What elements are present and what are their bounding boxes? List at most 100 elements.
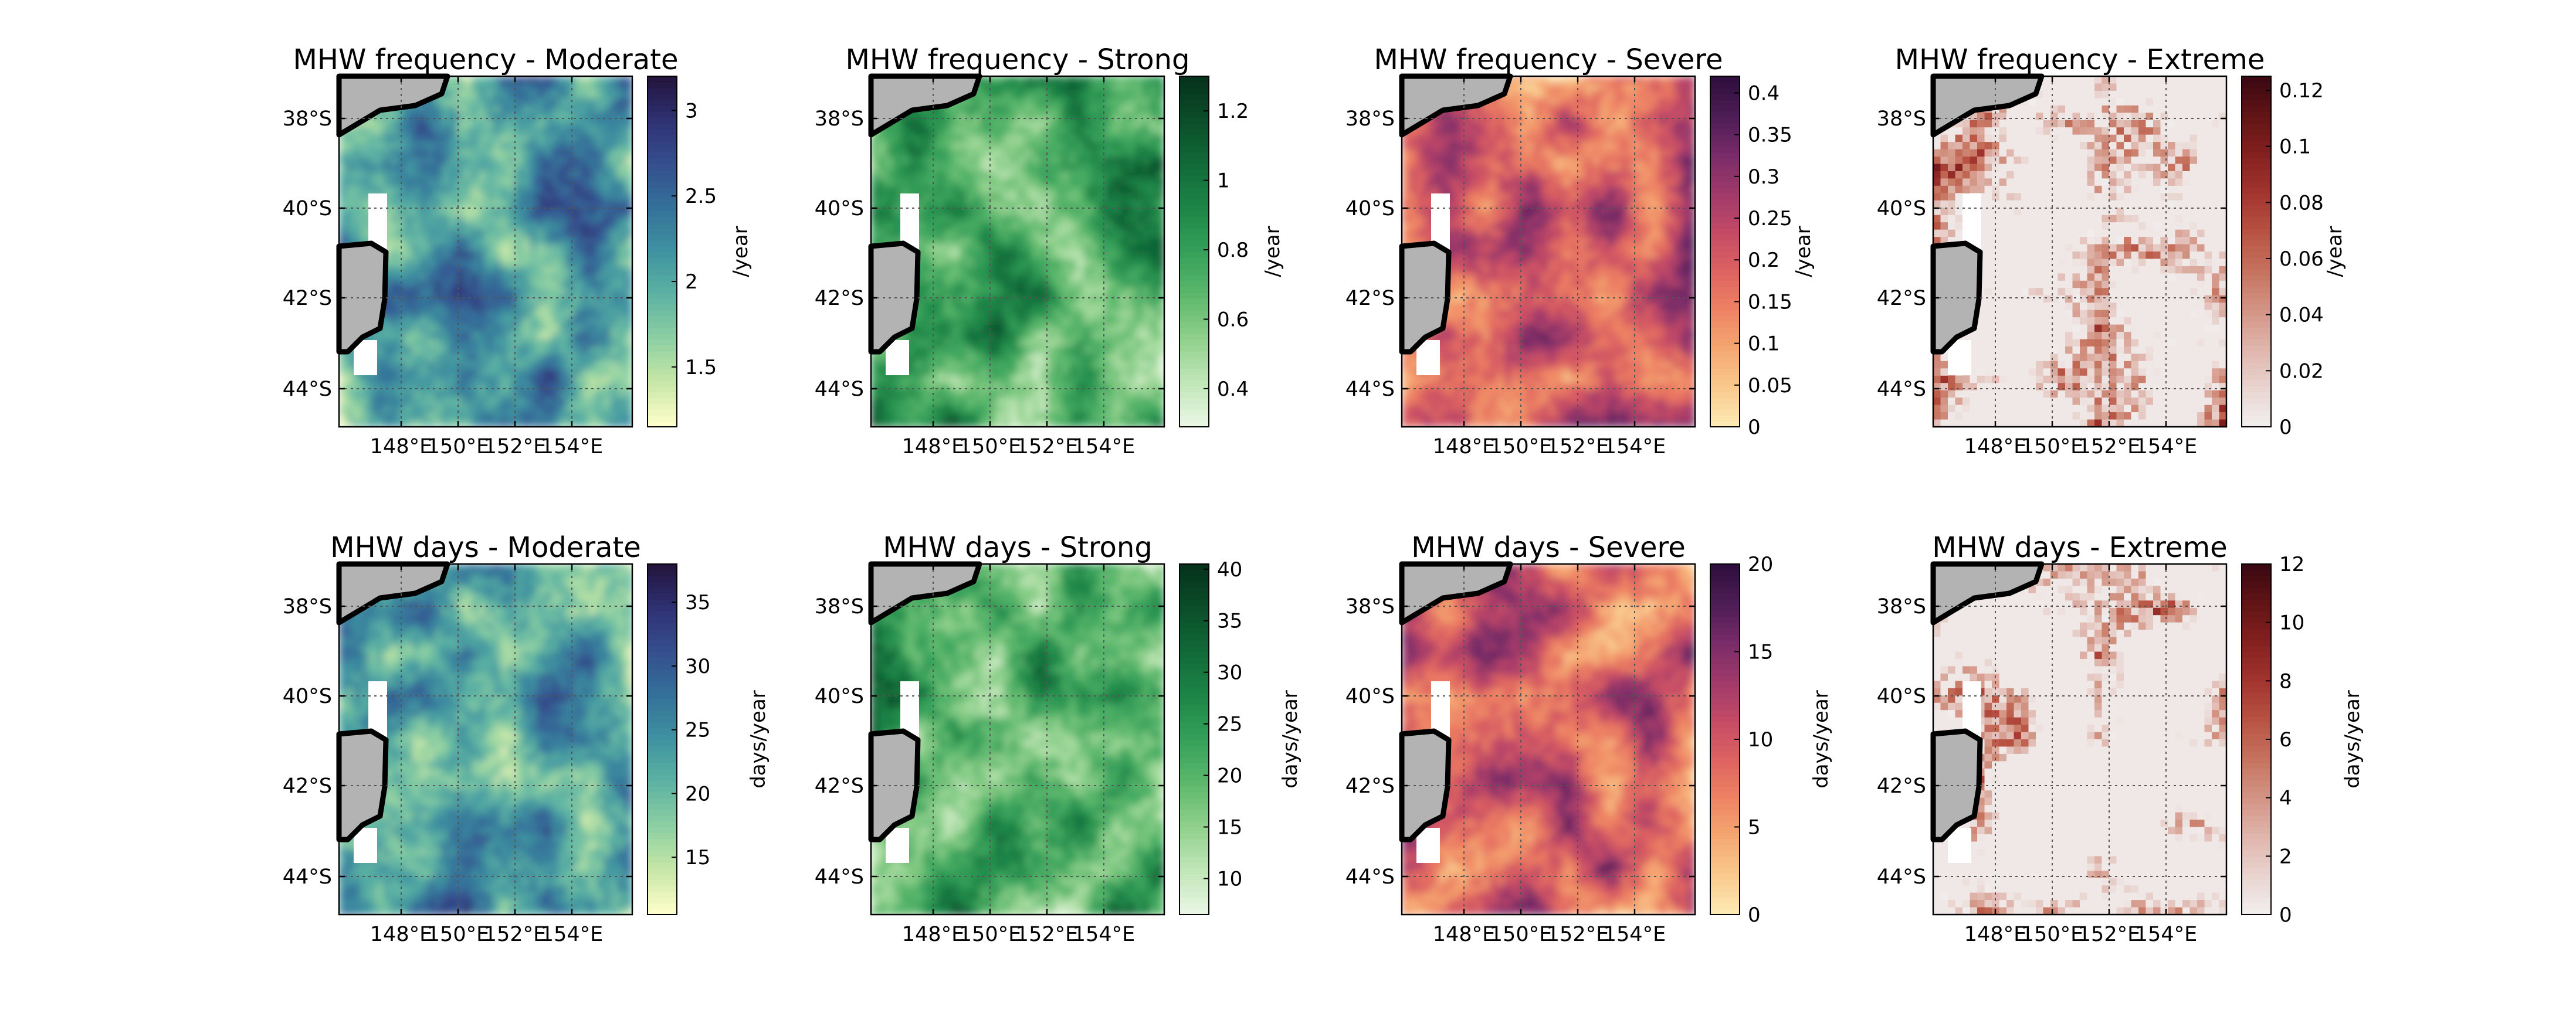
heatmap-cell: [405, 310, 413, 318]
heatmap-cell: [1482, 164, 1490, 172]
heatmap-cell: [1113, 324, 1121, 332]
heatmap-cell: [1526, 134, 1534, 142]
colorbar-tick-label: 2: [685, 270, 698, 294]
heatmap-cell: [405, 134, 413, 142]
heatmap-cell: [966, 288, 974, 296]
heatmap-cell: [922, 171, 930, 179]
heatmap-cell: [1091, 390, 1099, 398]
heatmap-cell: [922, 215, 930, 223]
heatmap-cell: [1054, 354, 1062, 362]
heatmap-cell: [581, 332, 589, 340]
colorbar: 1.522.53/year: [647, 76, 753, 427]
colorbar-swatch: [1179, 199, 1209, 206]
heatmap-cell: [1106, 127, 1114, 135]
heatmap-cell: [1010, 419, 1018, 427]
heatmap-cell: [893, 178, 901, 186]
heatmap-cell: [515, 303, 523, 311]
heatmap-cell: [354, 405, 362, 413]
heatmap-cell: [1142, 237, 1150, 245]
heatmap-cell: [1091, 346, 1099, 355]
heatmap-cell: [1482, 200, 1490, 208]
heatmap-cell: [493, 237, 501, 245]
heatmap-cell: [581, 354, 589, 362]
heatmap-cell: [478, 171, 486, 179]
heatmap-cell: [603, 185, 611, 193]
heatmap-cell: [1069, 98, 1077, 106]
heatmap-cell: [1534, 134, 1542, 142]
heatmap-cell: [1142, 288, 1150, 296]
heatmap-cell: [1120, 361, 1128, 369]
heatmap-cell: [478, 310, 486, 318]
heatmap-cell: [1629, 200, 1637, 208]
heatmap-cell: [442, 193, 450, 201]
heatmap-cell: [419, 405, 428, 413]
heatmap-cell: [1578, 215, 1586, 223]
heatmap-cell: [610, 288, 618, 296]
heatmap-cell: [507, 142, 516, 150]
heatmap-cell: [368, 134, 377, 142]
heatmap-cell: [625, 83, 632, 91]
heatmap-cell: [537, 164, 545, 172]
heatmap-cell: [1003, 354, 1011, 362]
heatmap-cell: [1578, 178, 1586, 186]
heatmap-cell: [507, 105, 516, 113]
heatmap-cell: [1157, 105, 1164, 113]
heatmap-cell: [981, 157, 989, 165]
heatmap-cell: [1467, 208, 1476, 216]
heatmap-cell: [610, 317, 618, 325]
heatmap-cell: [1599, 76, 1608, 84]
heatmap-cell: [581, 134, 589, 142]
heatmap-cell: [412, 142, 421, 150]
heatmap-cell: [427, 252, 435, 260]
heatmap-cell: [1673, 208, 1681, 216]
heatmap-cell: [1076, 83, 1084, 91]
heatmap-cell: [974, 157, 982, 165]
heatmap-cell: [610, 405, 618, 413]
heatmap-cell: [507, 178, 516, 186]
heatmap-cell: [1010, 200, 1018, 208]
heatmap-cell: [1091, 142, 1099, 150]
heatmap-cell: [522, 185, 530, 193]
heatmap-cell: [507, 273, 516, 281]
heatmap-cell: [530, 142, 538, 150]
heatmap-cell: [886, 229, 894, 237]
heatmap-cell: [618, 76, 626, 84]
heatmap-cell: [1431, 178, 1439, 186]
heatmap-cell: [405, 354, 413, 362]
heatmap-cell: [463, 288, 472, 296]
heatmap-cell: [581, 390, 589, 398]
heatmap-cell: [1032, 200, 1040, 208]
heatmap-cell: [398, 171, 406, 179]
heatmap-cell: [886, 375, 894, 383]
heatmap-cell: [1409, 208, 1417, 216]
heatmap-cell: [375, 164, 384, 172]
heatmap-cell: [1003, 317, 1011, 325]
heatmap-cell: [581, 412, 589, 420]
heatmap-cell: [574, 149, 582, 157]
heatmap-cell: [922, 273, 930, 281]
heatmap-cell: [478, 398, 486, 406]
heatmap-cell: [1039, 83, 1048, 91]
heatmap-cell: [1018, 76, 1026, 84]
heatmap-cell: [1150, 178, 1158, 186]
heatmap-cell: [1113, 157, 1121, 165]
heatmap-cell: [1490, 171, 1498, 179]
heatmap-cell: [1687, 134, 1695, 142]
heatmap-cell: [390, 332, 398, 340]
heatmap-cell: [1120, 164, 1128, 172]
heatmap-cell: [1054, 368, 1062, 376]
heatmap-cell: [1599, 120, 1608, 128]
heatmap-cell: [1098, 222, 1106, 230]
heatmap-cell: [1098, 266, 1106, 274]
heatmap-cell: [1003, 375, 1011, 383]
heatmap-cell: [390, 390, 398, 398]
heatmap-cell: [1054, 361, 1062, 369]
heatmap-cell: [1497, 229, 1505, 237]
heatmap-cell: [1142, 346, 1150, 355]
heatmap-cell: [1039, 185, 1048, 193]
heatmap-cell: [1076, 178, 1084, 186]
heatmap-cell: [449, 120, 457, 128]
heatmap-cell: [959, 185, 967, 193]
heatmap-cell: [951, 222, 960, 230]
heatmap-cell: [449, 346, 457, 355]
